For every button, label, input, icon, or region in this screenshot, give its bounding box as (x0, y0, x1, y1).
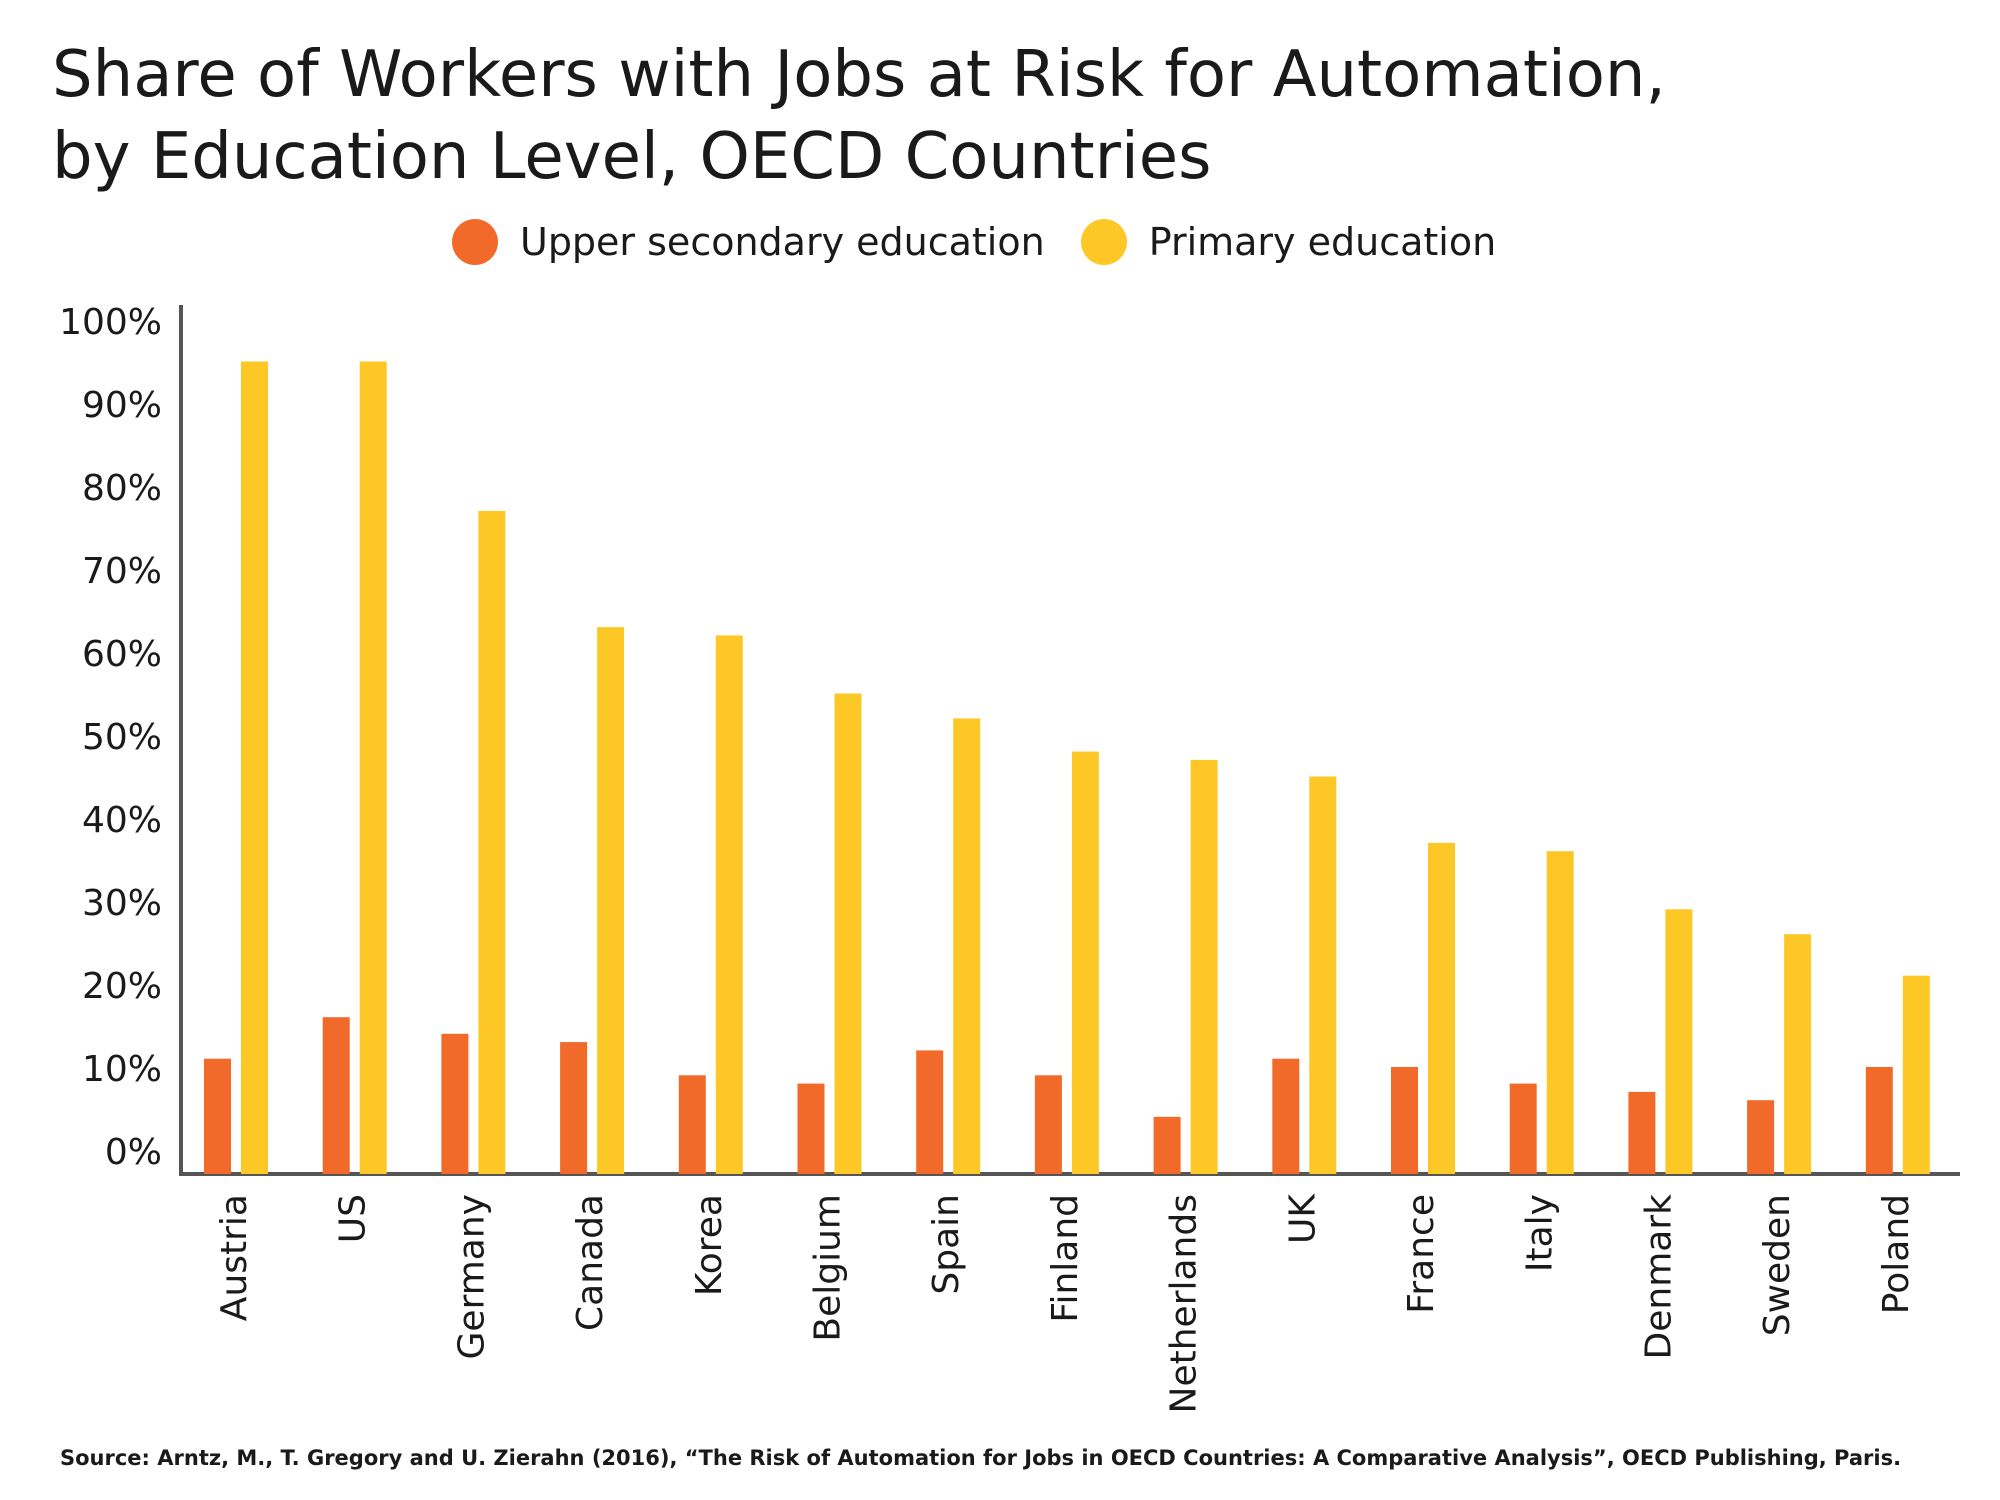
bar-primary-netherlands (1190, 759, 1218, 1174)
bar-primary-austria (241, 361, 268, 1174)
bar-upper-secondary-sweden (1747, 1100, 1775, 1174)
legend-item-upper-secondary: Upper secondary education (452, 219, 1045, 265)
bar-primary-korea (715, 635, 743, 1174)
x-tick-label: France (1401, 1194, 1442, 1314)
bar-upper-secondary-uk (1272, 1058, 1300, 1174)
x-tick-label: Netherlands (1164, 1194, 1205, 1413)
chart-title-line-1: Share of Workers with Jobs at Risk for A… (52, 38, 1666, 112)
bar-primary-france (1428, 842, 1455, 1174)
x-tick-label: Denmark (1638, 1194, 1679, 1360)
bar-upper-secondary-denmark (1628, 1091, 1656, 1174)
y-tick-label: 90% (82, 385, 162, 426)
bar-primary-us (359, 361, 387, 1174)
x-tick-label: Italy (1520, 1194, 1561, 1272)
x-tick-label: Belgium (808, 1194, 849, 1342)
y-tick-label: 30% (82, 883, 162, 924)
x-tick-label: Korea (689, 1194, 730, 1296)
legend-swatch-upper-secondary (452, 219, 498, 265)
bar-primary-spain (953, 718, 981, 1174)
bar-upper-secondary-austria (204, 1058, 231, 1174)
bar-upper-secondary-poland (1865, 1067, 1893, 1174)
y-tick-label: 80% (82, 468, 162, 509)
y-tick-label: 10% (82, 1049, 162, 1090)
x-tick-label: Poland (1876, 1194, 1917, 1314)
bar-upper-secondary-france (1391, 1067, 1418, 1174)
bar-primary-sweden (1784, 934, 1812, 1174)
x-tick-label: Austria (214, 1194, 255, 1321)
bar-upper-secondary-germany (441, 1033, 469, 1174)
y-tick-label: 70% (82, 551, 162, 592)
bar-primary-belgium (834, 693, 862, 1174)
source-note: Source: Arntz, M., T. Gregory and U. Zie… (60, 1446, 1902, 1470)
bar-upper-secondary-spain (916, 1050, 944, 1174)
bar-upper-secondary-italy (1509, 1083, 1537, 1174)
bar-primary-poland (1902, 975, 1930, 1174)
legend-item-primary: Primary education (1080, 219, 1497, 265)
bar-primary-canada (597, 627, 625, 1174)
x-axis-labels: Austria US Germany Canada Korea Belgium Spain F… (214, 1193, 1917, 1414)
y-tick-label: 100% (59, 302, 162, 343)
bars (204, 361, 1930, 1174)
x-tick-label: Spain (926, 1194, 967, 1295)
legend-label-primary: Primary education (1148, 220, 1497, 264)
bar-chart: 0% 10% 20% 30% 40% 50% 60% 70% 80% 90% 100% Austri… (59, 302, 1960, 1414)
bar-primary-germany (478, 510, 506, 1174)
legend-swatch-primary (1080, 219, 1127, 265)
y-tick-label: 20% (82, 966, 162, 1007)
bar-primary-denmark (1665, 909, 1693, 1174)
x-tick-label: Germany (451, 1194, 492, 1359)
bar-primary-finland (1071, 751, 1099, 1174)
chart-title-line-2: by Education Level, OECD Countries (52, 120, 1212, 194)
y-axis: 0% 10% 20% 30% 40% 50% 60% 70% 80% 90% 100% (59, 302, 1960, 1176)
chart-title: Share of Workers with Jobs at Risk for A… (52, 34, 1952, 198)
y-tick-label: 50% (82, 717, 162, 758)
y-tick-label: 0% (105, 1132, 162, 1173)
x-tick-label: Finland (1045, 1194, 1086, 1323)
y-tick-label: 40% (82, 800, 162, 841)
x-tick-label: US (333, 1194, 374, 1243)
chart-legend: Upper secondary education Primary educat… (452, 214, 1532, 270)
legend-label-upper-secondary: Upper secondary education (520, 220, 1045, 264)
bar-upper-secondary-finland (1034, 1075, 1062, 1174)
bar-upper-secondary-us (322, 1017, 350, 1174)
bar-primary-uk (1309, 776, 1337, 1174)
bar-upper-secondary-belgium (797, 1083, 825, 1174)
x-tick-label: Canada (570, 1194, 611, 1331)
bar-primary-italy (1546, 851, 1574, 1174)
x-tick-label: UK (1282, 1193, 1323, 1244)
bar-upper-secondary-canada (560, 1042, 588, 1174)
bar-upper-secondary-korea (678, 1075, 706, 1174)
y-tick-label: 60% (82, 634, 162, 675)
x-tick-label: Sweden (1757, 1194, 1798, 1336)
bar-upper-secondary-netherlands (1153, 1116, 1181, 1174)
